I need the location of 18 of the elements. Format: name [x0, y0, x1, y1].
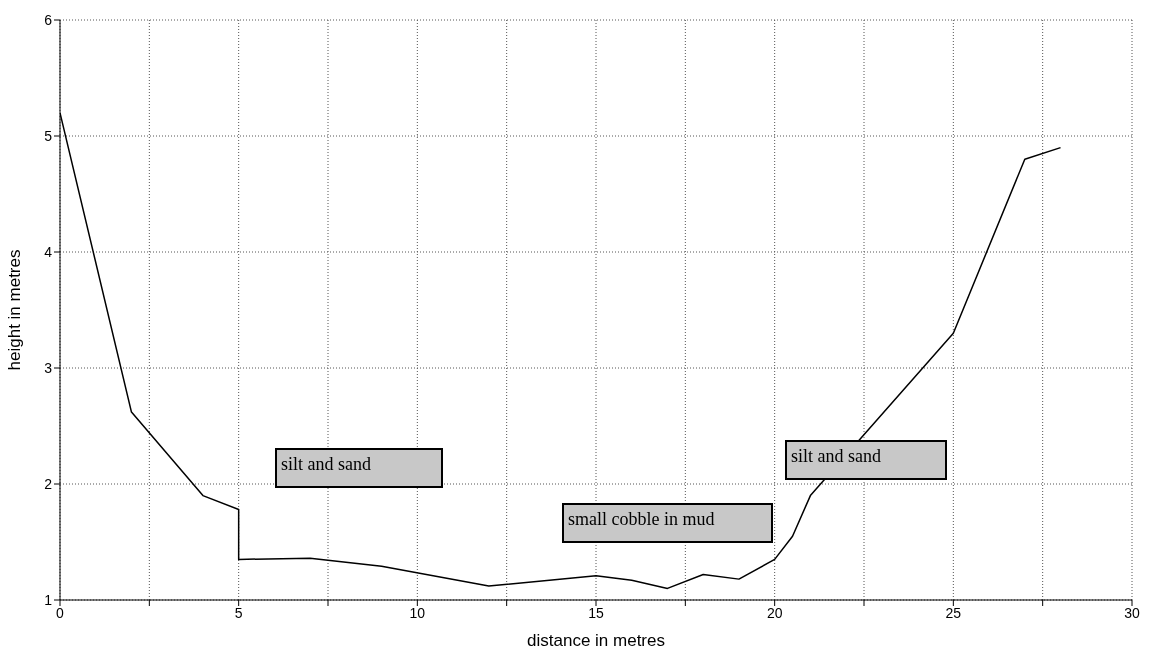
y-tick-label: 4: [44, 243, 53, 260]
x-tick-label: 10: [409, 604, 426, 621]
y-tick-label: 2: [44, 475, 53, 492]
text-box: silt and sand: [785, 440, 947, 480]
y-tick-label: 1: [44, 591, 53, 608]
text-box: silt and sand: [275, 448, 443, 488]
x-tick-label: 20: [766, 604, 783, 621]
x-tick-label: 30: [1124, 604, 1140, 621]
y-tick-label: 3: [44, 359, 53, 376]
x-tick-label: 15: [588, 604, 604, 621]
x-tick-label: 25: [945, 604, 962, 621]
x-tick-label: 5: [234, 604, 243, 621]
text-box: small cobble in mud: [562, 503, 773, 543]
x-axis-title: distance in metres: [527, 631, 665, 650]
y-tick-label: 6: [44, 11, 53, 28]
x-tick-label: 0: [56, 604, 65, 621]
y-axis-title: height in metres: [5, 249, 25, 371]
y-tick-label: 5: [44, 127, 53, 144]
